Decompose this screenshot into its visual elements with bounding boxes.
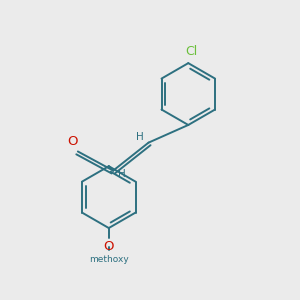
- Text: H: H: [118, 169, 126, 179]
- Text: O: O: [103, 240, 114, 253]
- Text: H: H: [136, 132, 144, 142]
- Text: Cl: Cl: [185, 45, 197, 58]
- Text: O: O: [67, 135, 78, 148]
- Text: methoxy: methoxy: [89, 255, 129, 264]
